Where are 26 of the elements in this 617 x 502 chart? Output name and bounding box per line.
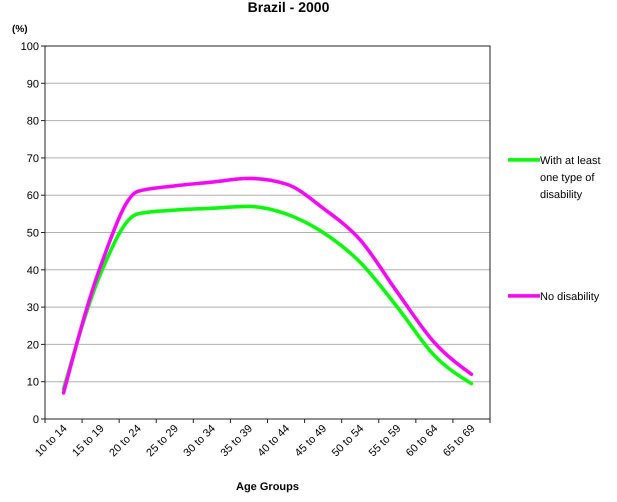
x-tick-label: 40 to 44 [256, 422, 292, 460]
x-tick-label: 15 to 19 [70, 422, 107, 460]
x-tick-label: 30 to 34 [181, 422, 218, 460]
y-tick-label: 10 [26, 376, 39, 389]
x-tick-label: 20 to 24 [107, 422, 144, 460]
y-tick-label: 30 [26, 302, 39, 314]
y-tick-label: 100 [20, 41, 39, 53]
legend-label: No disability [540, 290, 600, 303]
x-tick-label: 55 to 59 [366, 422, 404, 460]
y-tick-label: 20 [26, 339, 39, 352]
y-tick-label: 50 [26, 228, 39, 240]
x-axis-title: Age Groups [236, 481, 299, 493]
x-tick-label: 50 to 54 [330, 422, 366, 460]
x-tick-label: 60 to 64 [404, 422, 440, 460]
y-axis-title: (%) [12, 24, 28, 35]
x-tick-label: 35 to 39 [218, 422, 256, 460]
y-tick-label: 70 [26, 152, 39, 165]
x-tick-label: 45 to 49 [292, 422, 330, 460]
chart-title: Brazil - 2000 [248, 0, 330, 15]
x-tick-label: 25 to 29 [144, 422, 181, 460]
y-tick-label: 90 [26, 78, 39, 90]
x-tick-label: 65 to 69 [440, 422, 478, 460]
y-tick-label: 60 [26, 190, 39, 202]
legend-label: With at least one type of disability [540, 154, 601, 201]
y-tick-label: 80 [26, 116, 39, 128]
y-tick-label: 40 [26, 264, 39, 277]
